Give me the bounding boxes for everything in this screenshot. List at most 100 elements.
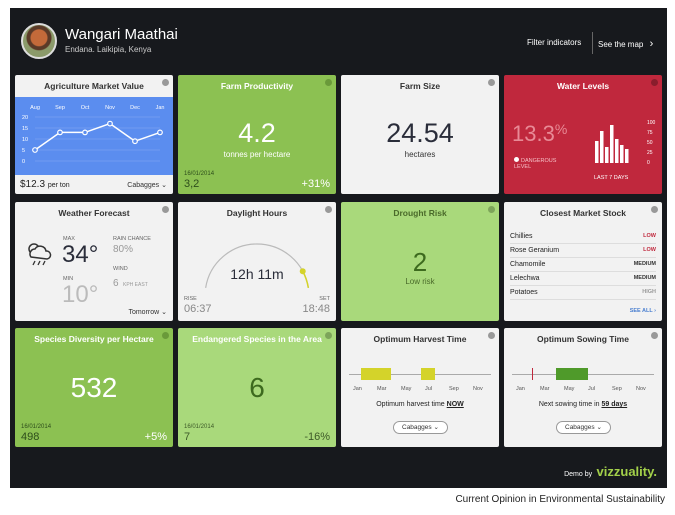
data-point[interactable] <box>57 129 63 136</box>
gear-icon[interactable] <box>325 332 332 339</box>
market-row[interactable]: Lelechwa MEDIUM <box>510 273 656 286</box>
gear-icon[interactable] <box>162 332 169 339</box>
endangered-value: 6 <box>249 372 265 403</box>
water-bar-chart: 100 75 50 25 0 <box>595 120 656 166</box>
min-temp: 10° <box>62 281 99 308</box>
card-title: Farm Productivity <box>220 81 294 91</box>
gear-icon[interactable] <box>162 79 169 86</box>
data-point[interactable] <box>32 147 38 153</box>
header-divider <box>592 32 593 54</box>
line-chart: 20 15 10 5 0 Aug Sep Oct Nov Dec Jan <box>15 97 173 175</box>
card-title: Weather Forecast <box>58 208 130 218</box>
y-tick-label: 20 <box>22 115 28 121</box>
gear-icon[interactable] <box>162 206 169 213</box>
market-item-name: Chamomile <box>510 261 546 268</box>
gear-icon[interactable] <box>651 332 658 339</box>
data-point[interactable] <box>157 129 163 136</box>
card-title: Water Levels <box>556 81 610 91</box>
gear-icon[interactable] <box>488 332 495 339</box>
filter-indicators-button[interactable]: Filter indicators <box>527 38 582 47</box>
month-label: May <box>564 386 575 392</box>
previous-value: 3,2 <box>184 178 200 190</box>
month-label: May <box>401 386 412 392</box>
user-location: Endana. Laikipia, Kenya <box>65 45 152 54</box>
water-bar <box>600 131 604 163</box>
wind-unit: KPH EAST <box>123 282 148 288</box>
x-tick-label: Oct <box>81 105 90 111</box>
gear-icon[interactable] <box>651 79 658 86</box>
card-title: Farm Size <box>399 81 441 91</box>
danger-label: DANGEROUS LEVEL <box>514 158 557 170</box>
price-unit: per ton <box>47 182 70 189</box>
crop-selector[interactable]: Cabagges ⌄ <box>393 421 448 434</box>
water-bar <box>625 149 629 163</box>
harvest-link[interactable]: NOW <box>446 401 464 408</box>
change-value: +5% <box>144 431 167 443</box>
sun-marker <box>299 268 306 275</box>
rise-label: RISE <box>184 296 197 302</box>
water-number: 13.3 <box>512 121 555 146</box>
month-label: Jan <box>516 386 525 392</box>
vizzuality-logo[interactable]: vizzuality. <box>596 464 657 479</box>
avatar[interactable] <box>21 23 57 59</box>
max-label: MAX <box>63 236 75 242</box>
timeline-axis <box>349 374 491 375</box>
data-point[interactable] <box>82 129 88 136</box>
month-label: Nov <box>473 386 483 392</box>
min-label: MIN <box>63 276 74 282</box>
rise-time: 06:37 <box>184 303 212 315</box>
stock-level-badge: LOW <box>643 247 656 253</box>
market-row[interactable]: Chamomile MEDIUM <box>510 259 656 272</box>
gear-icon[interactable] <box>488 206 495 213</box>
previous-value: 7 <box>184 431 191 443</box>
set-time: 18:48 <box>302 303 330 315</box>
date-label: 16/01/2014 <box>21 424 52 430</box>
card-title: Agriculture Market Value <box>44 81 144 91</box>
month-label: Sep <box>449 386 459 392</box>
species-value: 532 <box>70 372 118 403</box>
stock-level-badge: HIGH <box>642 289 656 295</box>
figure-caption: Current Opinion in Environmental Sustain… <box>455 494 665 505</box>
user-name: Wangari Maathai <box>65 26 178 43</box>
x-tick-label: Aug <box>30 105 40 111</box>
wind-label: WIND <box>113 266 128 272</box>
rain-chance: 80% <box>113 244 134 255</box>
gear-icon[interactable] <box>651 206 658 213</box>
date-label: 16/01/2014 <box>184 424 215 430</box>
x-tick-label: Jan <box>156 105 165 111</box>
see-all-link[interactable]: SEE ALL › <box>629 308 656 314</box>
daylight-arc <box>205 243 310 288</box>
harvest-window-2 <box>421 368 435 380</box>
change-value: +31% <box>301 178 330 190</box>
endangered-species-card: Endangered Species in the Area 6 16/01/2… <box>178 328 336 447</box>
water-tick-label: 75 <box>647 130 653 136</box>
max-temp: 34° <box>62 241 99 268</box>
data-point[interactable] <box>132 138 138 145</box>
sowing-link[interactable]: 59 days <box>601 401 628 408</box>
market-item-name: Rose Geranium <box>510 247 560 254</box>
market-row[interactable]: Potatoes HIGH <box>510 287 656 300</box>
water-tick-label: 25 <box>647 150 653 156</box>
danger-status: DANGEROUS LEVEL <box>514 157 569 170</box>
chevron-right-icon: › <box>649 38 654 50</box>
productivity-unit: tonnes per hectare <box>223 150 291 159</box>
market-item-name: Chillies <box>510 233 533 240</box>
harvest-window-1 <box>361 368 391 380</box>
crop-selector[interactable]: Cabagges ⌄ <box>556 421 611 434</box>
previous-value: 498 <box>21 431 40 443</box>
gear-icon[interactable] <box>488 79 495 86</box>
header: Wangari Maathai Endana. Laikipia, Kenya … <box>10 8 667 74</box>
crop-selector[interactable]: Cabagges ⌄ <box>127 182 167 189</box>
day-selector[interactable]: Tomorrow ⌄ <box>128 309 167 316</box>
gear-icon[interactable] <box>325 79 332 86</box>
see-map-button[interactable]: See the map › <box>598 38 653 50</box>
water-tick-label: 100 <box>647 120 656 126</box>
farm-size-value: 24.54 <box>386 118 454 148</box>
gear-icon[interactable] <box>325 206 332 213</box>
market-item-name: Potatoes <box>510 289 538 296</box>
agri-chart-svg: 20 15 10 5 0 Aug Sep Oct Nov Dec Jan <box>22 105 165 165</box>
data-point[interactable] <box>107 120 113 127</box>
market-row[interactable]: Chillies LOW <box>510 231 656 244</box>
card-title: Endangered Species in the Area <box>192 334 322 344</box>
market-row[interactable]: Rose Geranium LOW <box>510 245 656 258</box>
